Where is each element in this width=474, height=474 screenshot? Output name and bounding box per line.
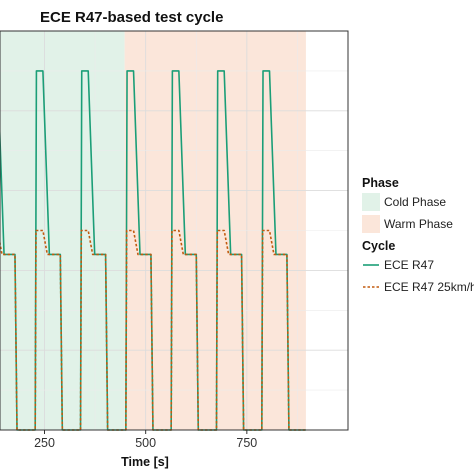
legend-swatch-phase-1 xyxy=(362,193,380,211)
x-tick-label: 500 xyxy=(135,436,156,450)
chart-title: ECE R47-based test cycle xyxy=(40,9,223,26)
legend-label-phase-1: Cold Phase xyxy=(384,195,446,209)
x-tick-label: 750 xyxy=(236,436,257,450)
legend-cycle-title: Cycle xyxy=(362,239,395,253)
legend-label-phase-2: Warm Phase xyxy=(384,217,453,231)
legend-phase-title: Phase xyxy=(362,176,399,190)
x-axis-label: Time [s] xyxy=(121,455,169,469)
legend-label-series-1: ECE R47 xyxy=(384,258,434,272)
panel-border xyxy=(0,30,349,431)
series-line-2 xyxy=(0,229,306,431)
x-tick-label: 250 xyxy=(34,436,55,450)
axes xyxy=(0,30,349,431)
x-ticks: 250 500 750 xyxy=(34,430,257,450)
legend: Phase Cold Phase Warm Phase Cycle ECE R47 ECE… xyxy=(362,176,474,296)
legend-swatch-phase-2 xyxy=(362,215,380,233)
legend-label-series-2: ECE R47 25km/h xyxy=(384,280,474,294)
legend-key-bg-2 xyxy=(362,278,380,296)
